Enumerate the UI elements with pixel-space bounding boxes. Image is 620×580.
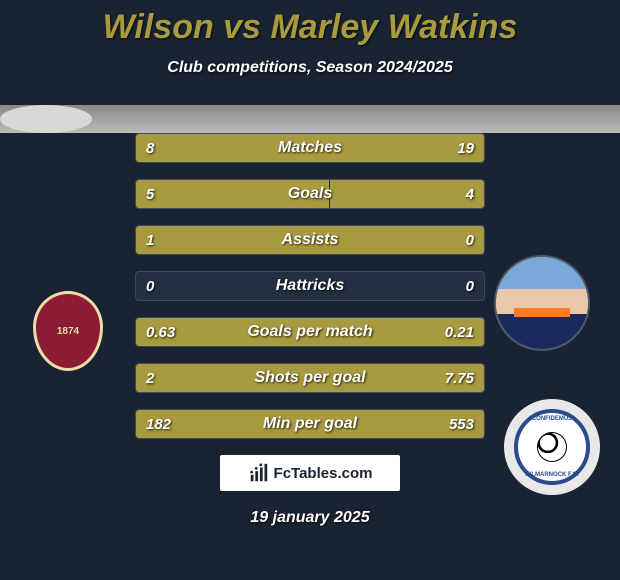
branding-box[interactable]: FcTables.com (220, 455, 400, 491)
comparison-area: 1874 CONFIDEMUS KILMARNOCK F.C. 819Match… (0, 105, 620, 439)
player1-club-badge: 1874 (20, 283, 116, 379)
stat-label: Min per goal (136, 410, 484, 438)
stat-label: Hattricks (136, 272, 484, 300)
subtitle: Club competitions, Season 2024/2025 (0, 59, 620, 77)
hearts-badge-year: 1874 (57, 326, 79, 337)
stat-row: 819Matches (135, 133, 485, 163)
football-icon (537, 432, 567, 462)
player1-photo (0, 105, 620, 133)
page-title: Wilson vs Marley Watkins (0, 0, 620, 47)
stat-row: 54Goals (135, 179, 485, 209)
stat-bars: 819Matches 54Goals 10Assists 00Hattricks 0.6… (135, 133, 485, 439)
stat-row: 00Hattricks (135, 271, 485, 301)
stat-label: Goals per match (136, 318, 484, 346)
kilmarnock-motto: CONFIDEMUS (518, 416, 586, 422)
player1-placeholder-shape (0, 105, 92, 133)
stat-label: Goals (136, 180, 484, 208)
player2-face-placeholder (496, 257, 588, 349)
stat-row: 182553Min per goal (135, 409, 485, 439)
stat-row: 0.630.21Goals per match (135, 317, 485, 347)
stat-label: Shots per goal (136, 364, 484, 392)
kilmarnock-club-name: KILMARNOCK F.C. (518, 472, 586, 478)
player2-club-badge: CONFIDEMUS KILMARNOCK F.C. (504, 399, 600, 495)
player2-photo (494, 255, 590, 351)
chart-icon (248, 462, 270, 484)
branding-text: FcTables.com (274, 465, 373, 482)
hearts-badge-icon: 1874 (33, 291, 103, 371)
stat-row: 10Assists (135, 225, 485, 255)
stat-row: 27.75Shots per goal (135, 363, 485, 393)
stat-label: Matches (136, 134, 484, 162)
date-text: 19 january 2025 (0, 509, 620, 527)
stat-label: Assists (136, 226, 484, 254)
kilmarnock-badge-icon: CONFIDEMUS KILMARNOCK F.C. (514, 409, 590, 485)
